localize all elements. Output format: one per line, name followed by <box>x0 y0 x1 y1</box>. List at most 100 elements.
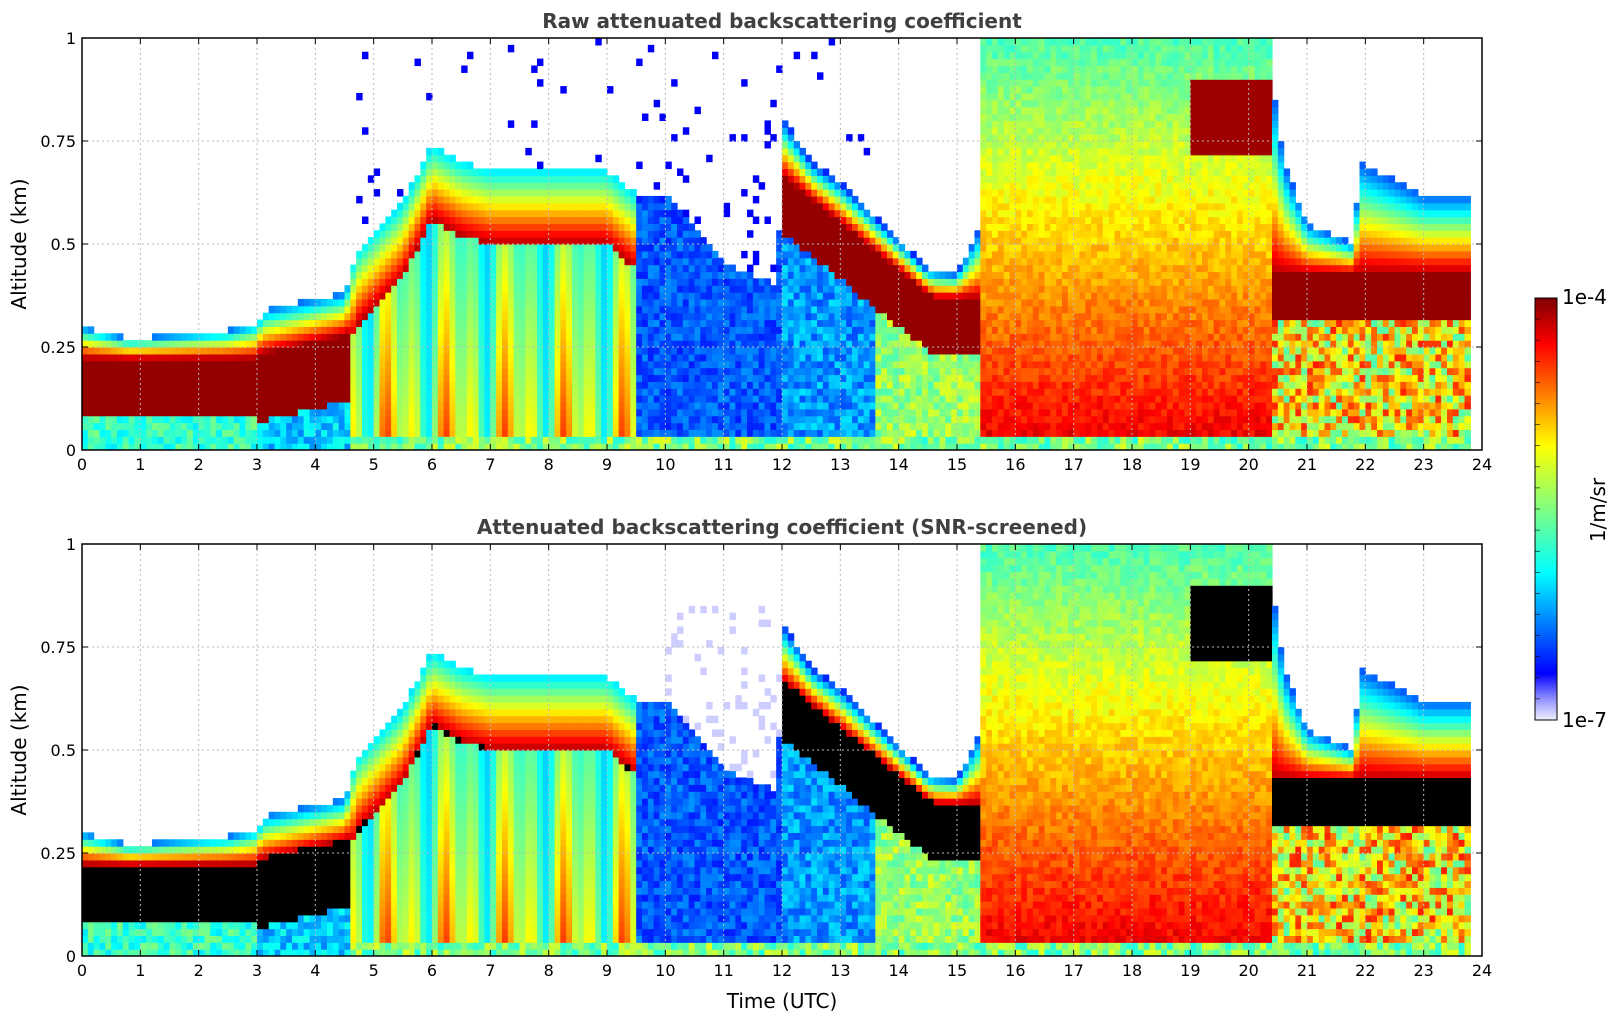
heatmap-cell <box>572 237 579 245</box>
heatmap-cell <box>379 333 386 341</box>
heatmap-cell <box>350 436 357 444</box>
heatmap-cell <box>962 271 970 279</box>
heatmap-cell <box>688 312 696 321</box>
heatmap-cell <box>192 374 200 382</box>
heatmap-cell <box>478 395 486 403</box>
heatmap-cell <box>700 367 707 376</box>
heatmap-cell <box>968 271 976 279</box>
heatmap-cell <box>688 422 696 430</box>
heatmap-cell <box>875 443 882 450</box>
heatmap-cell <box>554 367 561 376</box>
heatmap-cell <box>618 271 626 279</box>
heatmap-cell <box>414 175 421 183</box>
heatmap-cell <box>992 127 999 135</box>
heatmap-cell <box>712 51 719 60</box>
heatmap-cell <box>898 360 906 369</box>
heatmap-cell <box>671 367 678 376</box>
heatmap-cell <box>169 374 176 382</box>
heatmap-cell <box>782 237 789 245</box>
heatmap-cell <box>111 367 118 376</box>
heatmap-cell <box>391 216 398 224</box>
heatmap-cell <box>432 305 439 314</box>
heatmap-cell <box>472 340 480 348</box>
heatmap-cell <box>577 360 585 369</box>
heatmap-cell <box>799 230 806 238</box>
heatmap-cell <box>647 257 655 266</box>
heatmap-cell <box>805 312 812 321</box>
heatmap-cell <box>933 360 941 369</box>
heatmap-cell <box>122 353 130 362</box>
heatmap-cell <box>566 278 573 286</box>
heatmap-cell <box>694 106 701 115</box>
heatmap-cell <box>181 388 188 396</box>
heatmap-cell <box>980 443 987 450</box>
heatmap-cell <box>163 443 171 450</box>
heatmap-cell <box>694 326 701 334</box>
heatmap-cell <box>472 374 480 382</box>
heatmap-cell <box>502 223 509 231</box>
heatmap-cell <box>502 326 509 334</box>
heatmap-cell <box>542 237 550 245</box>
heatmap-cell <box>700 443 707 450</box>
heatmap-cell <box>437 436 445 444</box>
heatmap-cell <box>799 271 806 279</box>
heatmap-cell <box>717 333 725 341</box>
heatmap-cell <box>589 250 596 259</box>
heatmap-cell <box>577 333 585 341</box>
heatmap-cell <box>840 195 847 204</box>
heatmap-cell <box>717 257 725 266</box>
heatmap-cell <box>548 347 556 355</box>
heatmap-cell <box>542 333 550 341</box>
heatmap-cell <box>478 312 486 321</box>
heatmap-cell <box>904 257 911 266</box>
heatmap-cell <box>373 264 381 273</box>
heatmap-cell <box>665 285 672 293</box>
heatmap-cell <box>222 367 229 376</box>
heatmap-cell <box>752 347 760 355</box>
heatmap-cell <box>449 298 456 307</box>
heatmap-cell <box>548 360 556 369</box>
heatmap-cell <box>507 216 515 224</box>
heatmap-cell <box>770 264 777 273</box>
heatmap-cell <box>787 189 795 197</box>
heatmap-cell <box>414 223 421 231</box>
heatmap-cell <box>531 408 538 417</box>
heatmap-cell <box>397 395 404 403</box>
heatmap-cell <box>968 395 976 403</box>
heatmap-cell <box>642 367 649 376</box>
heatmap-cell <box>612 305 620 314</box>
heatmap-cell <box>822 401 830 410</box>
heatmap-cell <box>659 223 666 231</box>
heatmap-cell <box>706 381 713 389</box>
heatmap-cell <box>303 367 311 376</box>
heatmap-cell <box>210 443 217 450</box>
heatmap-cell <box>607 305 614 314</box>
heatmap-cell <box>951 443 958 450</box>
heatmap-cell <box>776 422 783 430</box>
heatmap-cell <box>747 347 754 355</box>
heatmap-cell <box>385 347 392 355</box>
heatmap-cell <box>607 189 614 197</box>
heatmap-cell <box>560 257 567 266</box>
heatmap-cell <box>111 401 118 410</box>
heatmap-cell <box>962 264 970 273</box>
heatmap-cell <box>787 312 795 321</box>
heatmap-cell <box>513 216 521 224</box>
heatmap-cell <box>548 264 556 273</box>
heatmap-cell <box>665 237 672 245</box>
heatmap-cell <box>822 168 830 176</box>
heatmap-cell <box>653 360 661 369</box>
heatmap-cell <box>601 223 608 231</box>
heatmap-cell <box>811 195 818 204</box>
heatmap-cell <box>519 429 526 437</box>
heatmap-cell <box>82 353 89 362</box>
heatmap-cell <box>723 443 731 450</box>
heatmap-cell <box>577 415 585 424</box>
heatmap-cell <box>665 408 672 417</box>
heatmap-cell <box>659 374 666 382</box>
heatmap-cell <box>385 408 392 417</box>
heatmap-cell <box>245 374 252 382</box>
heatmap-cell <box>525 292 532 300</box>
heatmap-cell <box>916 374 923 382</box>
heatmap-cell <box>420 298 427 307</box>
